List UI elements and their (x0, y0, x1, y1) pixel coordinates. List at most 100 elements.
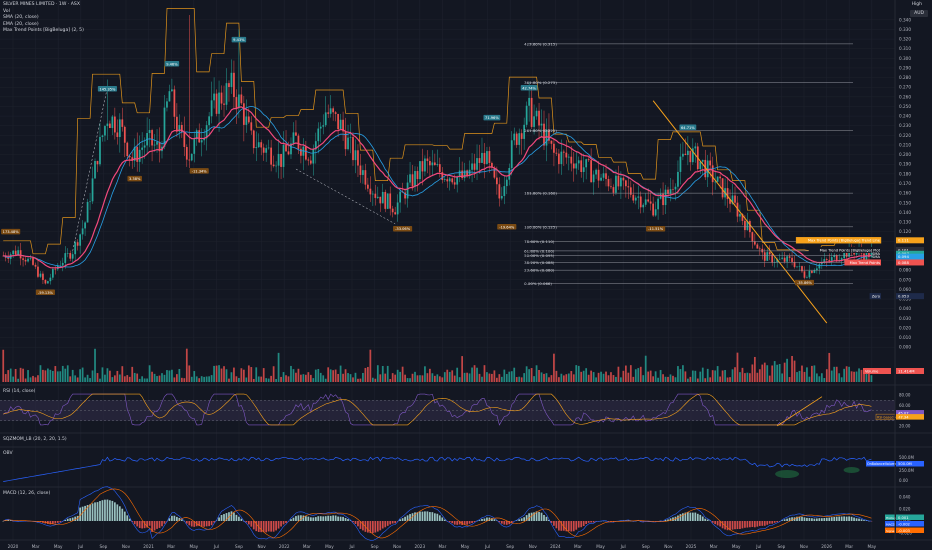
candle-body (845, 251, 848, 257)
candle-body (290, 143, 292, 155)
macd-hist-bar (138, 521, 141, 528)
volume-bar (853, 371, 855, 382)
macd-label: Histogram (886, 516, 902, 520)
volume-bar (334, 369, 337, 382)
pivot-low-tag-text: -19.64% (499, 225, 515, 229)
macd-hist-bar (51, 521, 54, 524)
candle-body (639, 196, 642, 208)
candle-body (295, 132, 297, 136)
volume-bar (776, 364, 779, 382)
macd-hist-bar (247, 521, 250, 525)
volume-tag: Volume 11.414M (863, 368, 924, 374)
volume-bar (458, 377, 461, 382)
volume-bar (27, 370, 29, 382)
volume-bar (481, 376, 483, 382)
squeeze-pane-label[interactable]: SQZMOM_LB (20, 2, 20, 1.5) (3, 437, 67, 442)
candle-body (178, 124, 181, 132)
volume-bar (342, 373, 344, 382)
volume-bar (225, 369, 228, 382)
volume-bar (9, 368, 12, 382)
obv-pane-label[interactable]: OBV (3, 451, 13, 456)
macd-pane-label[interactable]: MACD (12, 26, close) (3, 491, 51, 496)
price-axis-tick: 0.240 (899, 114, 911, 119)
volume-bar (830, 370, 833, 382)
price-axis-tick: 0.160 (899, 191, 911, 196)
volume-bar (143, 378, 146, 382)
macd-hist-bar (701, 516, 704, 521)
time-axis-label: Mar (845, 544, 853, 549)
volume-bar (205, 376, 208, 382)
candle-body (250, 122, 253, 131)
candle-body (242, 103, 245, 125)
macd-hist-bar (466, 521, 468, 525)
candle-body (778, 258, 781, 260)
macd-hist-bar (252, 521, 255, 530)
candle-body (570, 156, 573, 164)
volume-bar (265, 378, 268, 382)
macd-hist-bar (376, 521, 379, 532)
volume-bar (555, 370, 558, 382)
candle-body (238, 94, 240, 109)
macd-hist-bar (285, 521, 287, 524)
candle-body (389, 193, 392, 209)
volume-bar (138, 378, 141, 382)
macd-hist-bar (267, 521, 270, 532)
candle-body (493, 167, 496, 178)
macd-hist-bar (384, 521, 387, 528)
axis-price-value: 0.088 (898, 260, 909, 265)
macd-hist-bar (156, 521, 158, 529)
macd-hist-bar (766, 521, 769, 525)
candle-body (272, 164, 275, 167)
rsi-ma-value: 47.34 (898, 415, 909, 419)
macd-hist-bar (739, 521, 741, 529)
macd-hist-bar (260, 521, 263, 533)
candle-body (153, 144, 156, 146)
volume-bar (195, 376, 198, 382)
macd-label-bg (885, 521, 895, 527)
volume-bar (835, 366, 838, 382)
indicator-vol[interactable]: Vol (3, 8, 10, 14)
indicator-max-trend[interactable]: Max Trend Points [BigBeluga] (2, 5) (3, 28, 84, 34)
candle-body (101, 135, 104, 137)
candle-body (634, 197, 637, 201)
volume-bar (806, 367, 808, 382)
candle-body (104, 126, 106, 136)
macd-hist-bar (414, 512, 416, 521)
candle-body (694, 146, 697, 149)
candle-body (667, 189, 669, 194)
volume-bar (240, 368, 243, 382)
volume-bar (833, 366, 836, 382)
macd-hist-bar (577, 521, 580, 528)
volume-bar (766, 365, 769, 382)
macd-hist-bar (500, 521, 503, 524)
candle-body (719, 176, 721, 179)
time-axis-label: Jul (213, 544, 219, 549)
rsi-pane-label[interactable]: RSI (14, close) (3, 389, 36, 394)
time-axis-label: Mar (710, 544, 718, 549)
indicator-sma[interactable]: SMA (20, close) (3, 15, 39, 21)
macd-hist-bar (190, 521, 193, 527)
candle-body (173, 89, 176, 117)
candle-body (632, 194, 635, 201)
macd-hist-bar (379, 521, 382, 531)
currency-badge[interactable]: AUD (910, 10, 928, 17)
time-axis-label: Jul (755, 544, 761, 549)
symbol-line[interactable]: SILVER MINES LIMITED · 1W · ASX (3, 2, 80, 7)
axis-price-tag (896, 246, 924, 253)
volume-bar (161, 373, 163, 382)
candle-body (168, 91, 171, 102)
indicator-ema[interactable]: EMA (20, close) (3, 21, 39, 27)
candle-body (622, 177, 625, 181)
macd-hist-bar (118, 506, 121, 521)
macd-hist-bar (161, 521, 163, 527)
candle-body (190, 153, 193, 161)
price-axis-tick: 0.180 (899, 171, 911, 176)
pivot-low-tag-text: -33.06% (395, 227, 411, 231)
volume-bar (349, 374, 352, 382)
macd-hist-bar (292, 517, 295, 521)
macd-hist-bar (205, 521, 208, 527)
volume-bar (213, 365, 215, 382)
macd-hist-bar (689, 512, 692, 521)
volume-bar (4, 374, 7, 382)
